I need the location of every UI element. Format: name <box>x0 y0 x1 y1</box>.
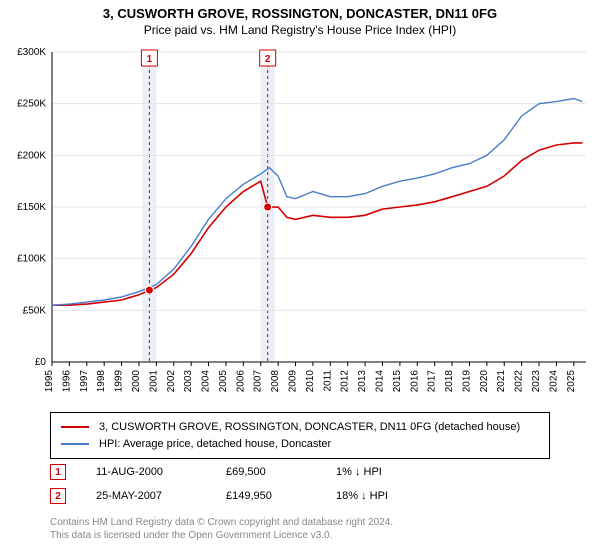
svg-text:£300K: £300K <box>17 47 46 58</box>
sales-key: 1 11-AUG-2000 £69,500 1% ↓ HPI 2 25-MAY-… <box>50 460 416 508</box>
svg-text:£100K: £100K <box>17 254 46 265</box>
svg-text:2011: 2011 <box>322 370 333 392</box>
sale-date: 25-MAY-2007 <box>96 490 196 502</box>
sale-price: £149,950 <box>226 490 306 502</box>
svg-text:2010: 2010 <box>305 370 316 393</box>
svg-text:2020: 2020 <box>479 370 490 393</box>
page-title: 3, CUSWORTH GROVE, ROSSINGTON, DONCASTER… <box>0 0 600 21</box>
svg-text:2024: 2024 <box>548 370 559 393</box>
footer-line: This data is licensed under the Open Gov… <box>50 529 393 542</box>
sale-marker-id: 2 <box>55 491 61 502</box>
legend-label: 3, CUSWORTH GROVE, ROSSINGTON, DONCASTER… <box>99 419 520 436</box>
svg-text:2000: 2000 <box>131 370 142 393</box>
svg-text:2: 2 <box>265 54 271 65</box>
svg-text:2002: 2002 <box>166 370 177 393</box>
svg-text:2016: 2016 <box>409 370 420 393</box>
svg-text:2018: 2018 <box>444 370 455 393</box>
svg-text:£250K: £250K <box>17 99 46 110</box>
legend-item: HPI: Average price, detached house, Donc… <box>61 436 539 453</box>
svg-text:2025: 2025 <box>566 370 577 393</box>
svg-text:2019: 2019 <box>461 370 472 393</box>
svg-text:£0: £0 <box>35 357 47 368</box>
svg-text:2013: 2013 <box>357 370 368 393</box>
svg-text:2009: 2009 <box>288 370 299 393</box>
footer-line: Contains HM Land Registry data © Crown c… <box>50 516 393 529</box>
svg-text:2015: 2015 <box>392 370 403 393</box>
svg-text:2001: 2001 <box>148 370 159 393</box>
sale-diff: 18% ↓ HPI <box>336 490 416 502</box>
legend-item: 3, CUSWORTH GROVE, ROSSINGTON, DONCASTER… <box>61 419 539 436</box>
chart-container: £0 £50K £100K £150K £200K £250K £300K 1995 1996 1… <box>0 42 600 402</box>
svg-text:1998: 1998 <box>96 370 107 393</box>
legend: 3, CUSWORTH GROVE, ROSSINGTON, DONCASTER… <box>50 412 550 459</box>
sale-marker-id: 1 <box>55 467 61 478</box>
sale-price: £69,500 <box>226 466 306 478</box>
sale-date: 11-AUG-2000 <box>96 466 196 478</box>
svg-text:1995: 1995 <box>44 370 55 393</box>
svg-text:2012: 2012 <box>340 370 351 393</box>
svg-text:2008: 2008 <box>270 370 281 393</box>
page-subtitle: Price paid vs. HM Land Registry's House … <box>0 21 600 37</box>
footer: Contains HM Land Registry data © Crown c… <box>50 516 393 542</box>
svg-text:2023: 2023 <box>531 370 542 393</box>
sale-marker: 2 <box>50 488 66 504</box>
svg-text:1: 1 <box>147 54 153 65</box>
sale-row: 2 25-MAY-2007 £149,950 18% ↓ HPI <box>50 484 416 508</box>
sale-row: 1 11-AUG-2000 £69,500 1% ↓ HPI <box>50 460 416 484</box>
svg-text:2022: 2022 <box>514 370 525 393</box>
legend-swatch <box>61 426 89 428</box>
svg-text:2005: 2005 <box>218 370 229 393</box>
legend-swatch <box>61 443 89 445</box>
svg-text:2021: 2021 <box>496 370 507 393</box>
sale-marker: 1 <box>50 464 66 480</box>
svg-text:2017: 2017 <box>427 370 438 393</box>
svg-text:1997: 1997 <box>79 370 90 393</box>
svg-text:2004: 2004 <box>201 370 212 393</box>
sale-diff: 1% ↓ HPI <box>336 466 416 478</box>
svg-text:1996: 1996 <box>61 370 72 393</box>
svg-text:£150K: £150K <box>17 202 46 213</box>
svg-text:£50K: £50K <box>23 305 47 316</box>
svg-text:2007: 2007 <box>253 370 264 393</box>
svg-text:1999: 1999 <box>114 370 125 393</box>
line-chart: £0 £50K £100K £150K £200K £250K £300K 1995 1996 1… <box>0 42 600 402</box>
svg-text:£200K: £200K <box>17 150 46 161</box>
svg-text:2014: 2014 <box>374 370 385 393</box>
svg-text:2003: 2003 <box>183 370 194 393</box>
svg-text:2006: 2006 <box>235 370 246 393</box>
legend-label: HPI: Average price, detached house, Donc… <box>99 436 331 453</box>
